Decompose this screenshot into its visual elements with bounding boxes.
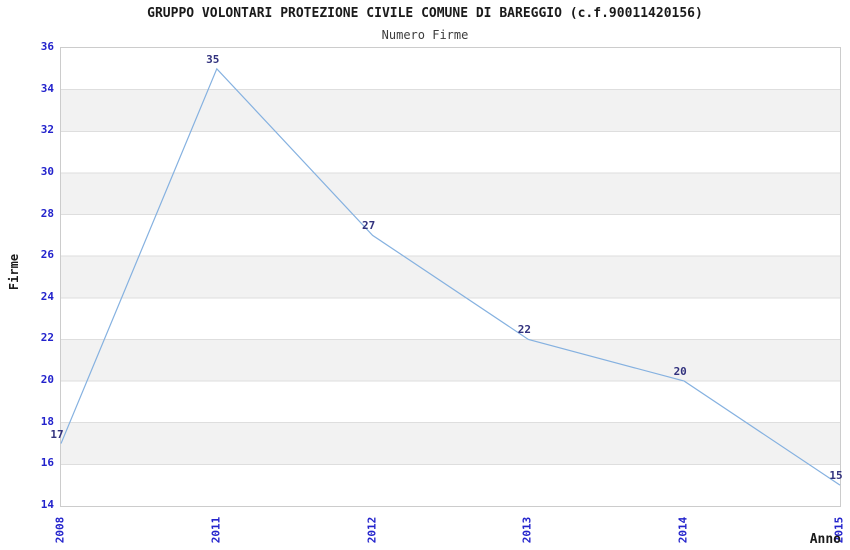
grid-band — [61, 256, 840, 298]
x-tick-label: 2012 — [365, 516, 379, 544]
y-tick-label: 20 — [40, 373, 54, 387]
y-tick-label: 16 — [40, 456, 54, 470]
x-axis-title: Anno — [809, 532, 841, 547]
y-tick-label: 14 — [40, 498, 54, 511]
point-labels-layer: 17 35 27 22 20 15 — [50, 48, 843, 506]
x-tick-label: 2013 — [520, 516, 534, 544]
y-tick-label: 34 — [40, 81, 54, 95]
series-line — [60, 67, 841, 486]
plot-area: 17 35 27 22 20 15 — [50, 47, 843, 507]
y-tick-label: 18 — [40, 414, 54, 428]
x-tick-label: 2014 — [676, 516, 690, 544]
grid-band — [61, 172, 840, 215]
x-tick-label: 2011 — [209, 516, 223, 544]
x-tick-label: 2008 — [53, 516, 67, 544]
y-tick-label: 32 — [40, 123, 54, 137]
grid-band — [61, 89, 840, 132]
chart-subtitle: Numero Firme — [381, 28, 469, 42]
point-value-label: 17 — [50, 427, 64, 441]
y-axis-title: Firme — [7, 253, 21, 291]
y-tick-label: 22 — [40, 331, 54, 345]
point-value-label: 35 — [206, 52, 220, 66]
y-tick-label: 36 — [40, 40, 54, 53]
grid-band — [61, 339, 840, 382]
point-value-label: 22 — [517, 323, 532, 337]
y-tick-label: 30 — [40, 164, 54, 178]
y-tick-label: 24 — [40, 289, 54, 303]
grid-band — [61, 422, 840, 465]
line-chart-svg — [60, 67, 841, 486]
point-value-label: 15 — [829, 469, 843, 483]
point-value-label: 20 — [673, 365, 687, 379]
chart-title: GRUPPO VOLONTARI PROTEZIONE CIVILE COMUN… — [147, 6, 703, 21]
y-tick-label: 28 — [40, 206, 54, 220]
point-value-label: 27 — [361, 219, 376, 233]
